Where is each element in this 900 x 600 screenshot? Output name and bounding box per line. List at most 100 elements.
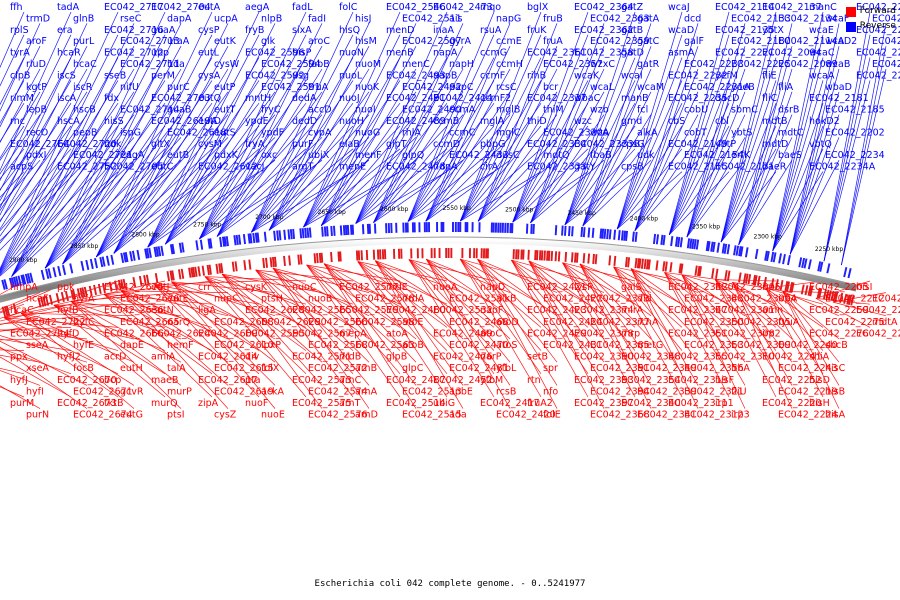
reverse-feature: [693, 239, 697, 250]
connector-line: [62, 159, 182, 265]
forward-gene-label: narQ: [167, 317, 190, 328]
forward-feature: [60, 291, 65, 303]
reverse-gene-label: nuoM: [355, 59, 381, 70]
forward-feature: [643, 258, 647, 270]
connector-line: [0, 315, 88, 325]
connector-line: [0, 368, 25, 375]
reverse-gene-label: mqo: [480, 2, 501, 13]
forward-gene-label: folE: [543, 410, 561, 421]
reverse-feature: [817, 261, 822, 272]
forward-gene-label: ppk: [57, 282, 75, 293]
connector-line: [255, 269, 354, 305]
connector-line: [0, 34, 72, 182]
forward-gene-label: EC042_2312: [684, 410, 744, 421]
reverse-gene-label: eutL: [198, 48, 220, 59]
forward-feature: [206, 264, 210, 276]
forward-gene-label: crr: [198, 282, 211, 293]
reverse-gene-label: EC042_2236: [872, 13, 900, 24]
connector-line: [171, 281, 276, 409]
reverse-feature: [273, 230, 277, 241]
reverse-feature: [525, 223, 529, 234]
forward-feature: [316, 253, 319, 264]
reverse-feature: [587, 227, 591, 238]
reverse-feature: [428, 222, 431, 233]
reverse-feature: [411, 222, 415, 233]
reverse-gene-label: hcaC: [73, 59, 97, 70]
forward-gene-label: ubiG: [433, 398, 455, 409]
forward-gene-label: EC042_2532: [433, 305, 493, 316]
forward-gene-label: EC042_2240: [778, 340, 838, 351]
reverse-gene-label: rnc: [10, 116, 25, 127]
connector-line: [616, 57, 683, 230]
reverse-gene-label: wcaB: [825, 59, 850, 70]
reverse-feature: [440, 222, 443, 233]
forward-gene-label: arnB: [355, 363, 377, 374]
forward-gene-label: EC042_2420: [496, 410, 556, 421]
reverse-gene-label: mglB: [496, 105, 520, 116]
connector-line: [0, 280, 25, 295]
forward-feature: [3, 305, 9, 317]
connector-line: [323, 263, 417, 363]
reverse-gene-label: acpS: [10, 162, 33, 173]
forward-gene-label: mrp: [621, 328, 640, 339]
connector-line: [686, 114, 746, 238]
reverse-feature: [739, 246, 744, 257]
forward-gene-label: nrdE: [386, 282, 408, 293]
reverse-gene-label: hisM: [355, 36, 377, 47]
forward-feature: [297, 254, 301, 265]
reverse-gene-label: rhlA: [402, 127, 421, 138]
connector-line: [103, 293, 213, 351]
forward-feature: [775, 279, 779, 290]
connector-line: [772, 57, 824, 251]
reverse-feature: [301, 228, 305, 239]
reverse-gene-label: yoeB: [731, 82, 755, 93]
reverse-gene-label: wcaE: [809, 25, 834, 36]
reverse-gene-label: ybtS: [731, 127, 752, 138]
reverse-gene-label: rimM: [10, 93, 34, 104]
connector-line: [221, 273, 323, 409]
forward-gene-label: EC042_2579: [339, 305, 399, 316]
connector-line: [789, 23, 840, 255]
connector-line: [0, 159, 41, 206]
reverse-feature: [129, 251, 133, 262]
reverse-gene-label: EC042_2703: [151, 93, 211, 104]
reverse-gene-label: EC042_2764: [10, 139, 70, 150]
forward-gene-label: hisA: [825, 410, 846, 421]
forward-gene-label: irp3: [731, 410, 750, 421]
connector-line: [408, 259, 495, 351]
connector-line: [251, 57, 354, 233]
forward-feature: [678, 263, 682, 274]
connector-line: [0, 80, 72, 202]
connector-line: [772, 103, 824, 251]
connector-line: [460, 103, 542, 222]
forward-feature: [830, 290, 835, 301]
reverse-gene-label: EC042_2492: [402, 82, 462, 93]
connector-line: [95, 11, 213, 258]
reverse-gene-label: pdxK: [214, 150, 239, 161]
forward-gene-label: EC042_2423: [527, 305, 587, 316]
reverse-gene-label: uraA: [167, 36, 190, 47]
connector-line: [0, 148, 119, 276]
connector-line: [686, 23, 746, 238]
forward-gene-label: lpxP: [261, 340, 281, 351]
forward-gene-label: folX: [261, 363, 280, 374]
reverse-gene-label: mdtC: [778, 127, 804, 138]
forward-feature: [381, 249, 385, 260]
connector-line: [0, 57, 72, 192]
connector-line: [120, 290, 229, 409]
connector-line: [62, 91, 182, 265]
forward-gene-label: EC042_2598: [355, 317, 415, 328]
reverse-feature: [157, 246, 162, 257]
forward-gene-label: ppx: [10, 352, 28, 363]
reverse-gene-label: mglA: [480, 116, 505, 127]
reverse-gene-label: guaB: [167, 105, 191, 116]
reverse-feature: [652, 233, 657, 245]
reverse-feature: [568, 226, 571, 237]
reverse-gene-label: dcd: [684, 13, 701, 24]
reverse-gene-label: gatZ: [621, 2, 644, 13]
reverse-gene-label: aroC: [308, 36, 330, 47]
forward-gene-label: hyfD: [57, 328, 79, 339]
forward-gene-label: eutJ: [151, 282, 169, 293]
reverse-gene-label: EC042_2712: [104, 48, 164, 59]
